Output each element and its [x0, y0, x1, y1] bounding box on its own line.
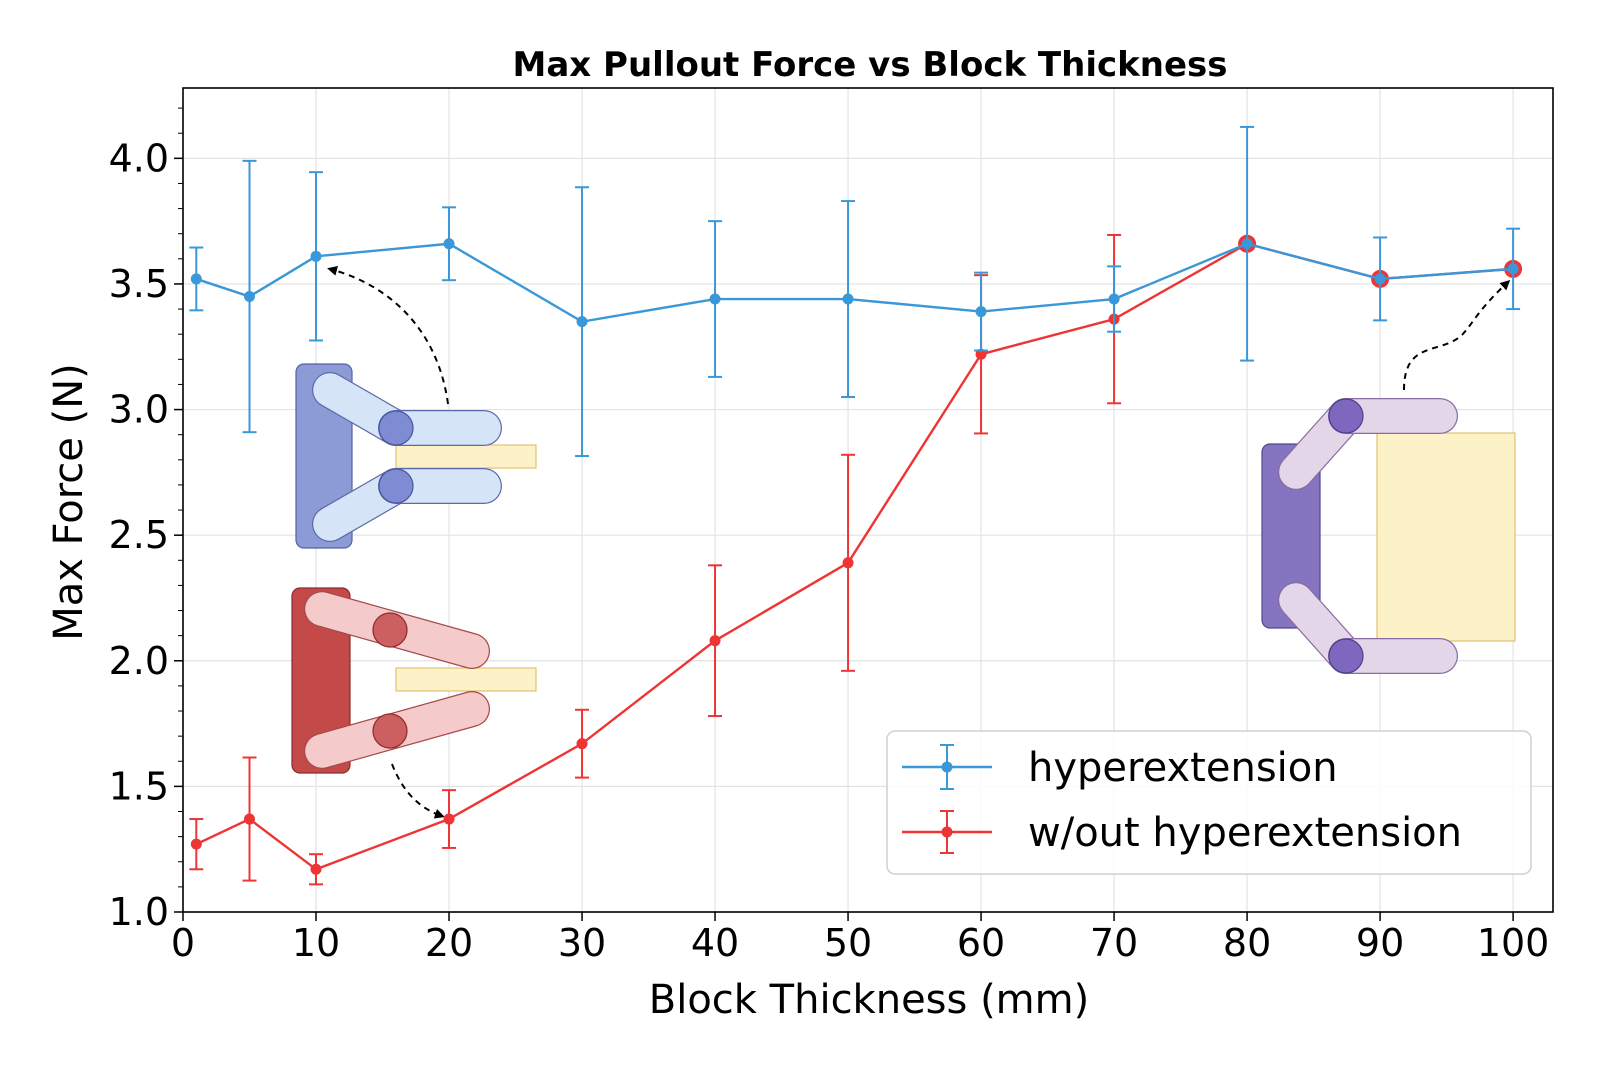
- inset-blue-joint-bottom: [378, 468, 414, 504]
- data-point: [1108, 293, 1120, 305]
- legend-entry-hyperextension: hyperextension: [902, 744, 1338, 791]
- inset-purple-finger-bottom: [1278, 582, 1458, 674]
- legend: hyperextension w/out hyperextension: [886, 730, 1532, 875]
- inset-blue-joint-top: [378, 410, 414, 446]
- data-point: [310, 863, 322, 875]
- inset-purple-palm: [1261, 443, 1321, 629]
- data-point: [244, 291, 256, 303]
- data-point: [709, 293, 721, 305]
- data-point: [842, 293, 854, 305]
- annotation-arrow-blue: [327, 265, 449, 405]
- data-point: [190, 273, 202, 285]
- inset-blue-finger-bottom: [312, 468, 502, 542]
- y-tick-label: 1.5: [109, 764, 169, 808]
- data-point: [842, 557, 854, 569]
- series-line: [195, 242, 1514, 323]
- inset-red-joint-bottom: [372, 713, 408, 749]
- gripper-illustration-no-hyperextension-thin: [291, 587, 537, 774]
- series-hyperextension: [189, 125, 1521, 458]
- data-point: [443, 238, 455, 250]
- x-tick-label: 30: [558, 921, 606, 965]
- inset-red-block: [395, 667, 537, 692]
- data-point: [576, 316, 588, 328]
- inset-purple-joint-bottom: [1328, 638, 1364, 674]
- inset-purple-block: [1376, 432, 1516, 642]
- annotation-arrow-red: [391, 763, 445, 819]
- x-axis-label: Block Thickness (mm): [649, 977, 1089, 1023]
- data-point: [310, 250, 322, 262]
- legend-box: [886, 730, 1532, 875]
- data-point: [576, 738, 588, 750]
- x-tick-label: 70: [1090, 921, 1138, 965]
- gripper-illustrations: [291, 265, 1516, 819]
- x-tick-label: 50: [824, 921, 872, 965]
- y-axis-label: Max Force (N): [46, 363, 92, 640]
- y-tick-label: 2.0: [109, 639, 169, 683]
- inset-purple-joint-top: [1328, 398, 1364, 434]
- x-tick-label: 100: [1477, 921, 1550, 965]
- y-tick-label: 4.0: [109, 136, 169, 180]
- annotation-arrow-purple: [1403, 279, 1511, 391]
- x-tick-label: 40: [691, 921, 739, 965]
- plot-frame: [182, 87, 1554, 913]
- data-point: [443, 813, 455, 825]
- y-tick-label: 2.5: [109, 513, 169, 557]
- inset-red-joint-top: [372, 612, 408, 648]
- series: [189, 125, 1523, 886]
- inset-blue-block: [395, 444, 537, 469]
- x-tick-label: 20: [425, 921, 473, 965]
- data-point: [1507, 263, 1519, 275]
- chart-title: Max Pullout Force vs Block Thickness: [513, 45, 1228, 85]
- gripper-illustration-hyperextension-thin: [295, 363, 537, 549]
- data-point: [190, 838, 202, 850]
- data-point: [975, 348, 987, 360]
- data-point: [1241, 238, 1253, 250]
- y-tick-label: 3.5: [109, 262, 169, 306]
- x-tick-label: 60: [957, 921, 1005, 965]
- inset-purple-finger-top: [1278, 398, 1458, 490]
- x-tick-label: 0: [171, 921, 195, 965]
- data-point: [244, 813, 256, 825]
- inset-red-finger-bottom: [304, 691, 490, 769]
- x-tick-label: 10: [292, 921, 340, 965]
- x-tick-label: 80: [1223, 921, 1271, 965]
- inset-blue-finger-top: [312, 372, 502, 446]
- legend-entry-without-hyperextension: w/out hyperextension: [902, 810, 1462, 856]
- inset-red-finger-top: [304, 591, 490, 669]
- x-tick-label: 90: [1356, 921, 1404, 965]
- y-tick-label: 1.0: [109, 890, 169, 934]
- y-tick-label: 3.0: [109, 388, 169, 432]
- data-point: [709, 635, 721, 647]
- axis-ticks: 0 10 20 30 40 50 60 70 80 90 100 1.0 1.5 2.0 2.5 3.0 3.5…: [109, 107, 1550, 965]
- inset-red-palm: [291, 587, 351, 774]
- data-point: [1374, 273, 1386, 285]
- data-point: [975, 306, 987, 318]
- legend-label-hyperextension: hyperextension: [1028, 745, 1338, 791]
- gripper-illustration-thick-block: [1261, 398, 1516, 674]
- legend-label-without-hyperextension: w/out hyperextension: [1028, 810, 1462, 856]
